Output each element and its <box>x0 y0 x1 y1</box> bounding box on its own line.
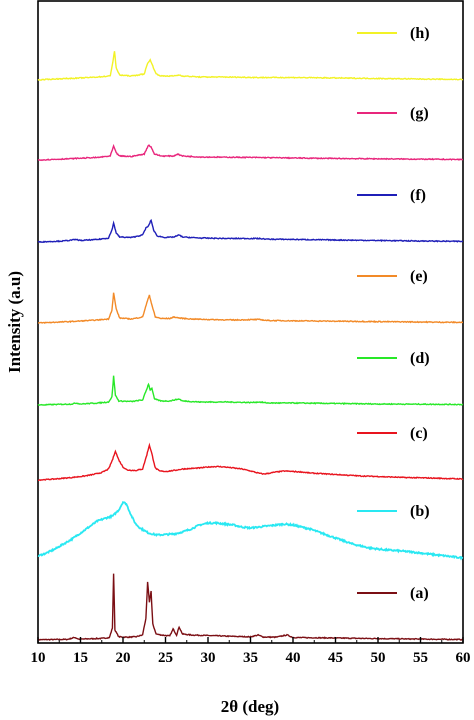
x-tick-label: 15 <box>73 650 88 666</box>
legend-label-f: (f) <box>410 187 426 204</box>
x-ticks: 10 15 20 25 30 35 40 45 50 55 60 <box>31 637 471 666</box>
series-line-c <box>38 442 464 482</box>
x-tick-label: 25 <box>158 650 173 666</box>
series-line-e <box>38 292 463 325</box>
x-tick-label: 45 <box>328 650 343 666</box>
x-axis-label: 2θ (deg) <box>221 697 279 716</box>
x-tick-label: 50 <box>371 650 386 666</box>
legend-label-d: (d) <box>410 350 430 367</box>
series-line-g <box>37 143 464 162</box>
legend-label-g: (g) <box>410 105 429 122</box>
traces <box>37 51 464 641</box>
legend-label-c: (c) <box>410 425 428 442</box>
legend-label-b: (b) <box>410 503 430 520</box>
legend-label-a: (a) <box>410 585 429 602</box>
legend-label-e: (e) <box>410 268 428 285</box>
x-tick-label: 40 <box>286 650 301 666</box>
series-line-d <box>37 375 464 406</box>
x-tick-label: 55 <box>413 650 428 666</box>
legend-label-h: (h) <box>410 25 430 42</box>
x-tick-label: 30 <box>201 650 216 666</box>
series-line-b <box>37 500 464 561</box>
series-line-a <box>37 573 464 641</box>
x-tick-label: 60 <box>456 650 471 666</box>
x-tick-label: 20 <box>116 650 131 666</box>
x-tick-label: 10 <box>31 650 46 666</box>
series-line-h <box>37 51 464 81</box>
x-tick-label: 35 <box>243 650 258 666</box>
legend: (a) (b) (c) (d) (e) (f) (g) (h) <box>357 25 430 602</box>
y-axis-label: Intensity (a.u) <box>5 271 24 373</box>
plot-area: 10 15 20 25 30 35 40 45 50 55 60 (a) (b) (c) (d) (e) (f… <box>31 0 471 666</box>
series-line-f <box>37 218 464 244</box>
